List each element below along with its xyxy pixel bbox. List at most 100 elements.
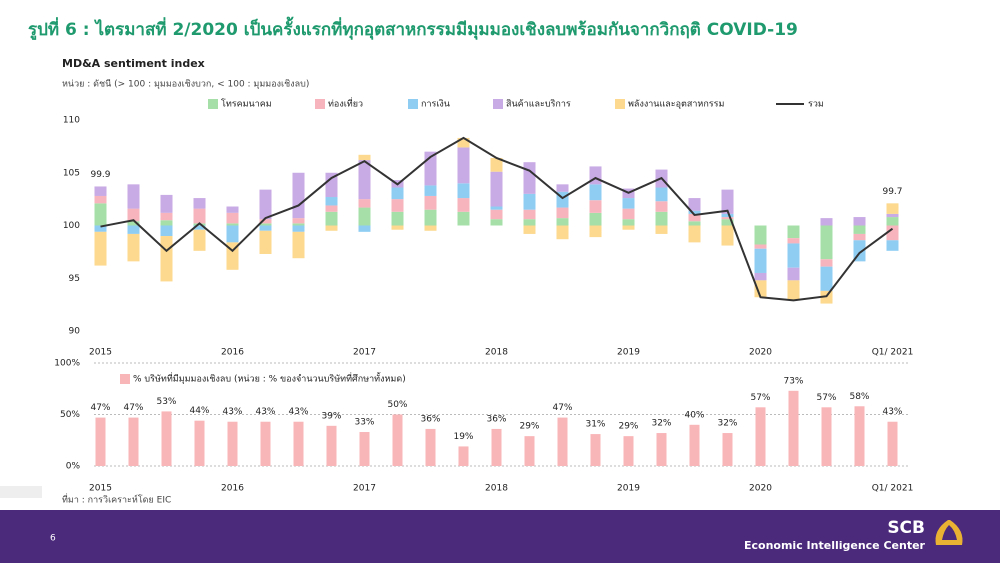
bar-segment — [820, 290, 833, 304]
bar-segment — [391, 199, 404, 212]
slide-title: รูปที่ 6 : ไตรมาสที่ 2/2020 เป็นครั้งแรก… — [28, 16, 798, 41]
bar — [359, 432, 370, 466]
bar — [854, 406, 865, 466]
y-tick-label: 0% — [66, 462, 81, 472]
legend-swatch — [208, 99, 218, 109]
x-tick-label: Q1/ 2021 — [872, 484, 914, 494]
legend-label: รวม — [808, 100, 824, 110]
bar-segment — [754, 280, 767, 298]
bar-segment — [886, 213, 899, 218]
bar-segment — [226, 225, 239, 243]
x-tick-label: 2019 — [617, 484, 640, 494]
data-label: 47% — [123, 403, 143, 413]
page-number: 6 — [50, 534, 56, 544]
y-tick-label: 105 — [63, 168, 80, 178]
bar-segment — [391, 225, 404, 230]
x-tick-label: 2015 — [89, 348, 112, 358]
bar-segment — [391, 211, 404, 226]
legend-label: % บริษัทที่มีมุมมองเชิงลบ (หน่วย : % ของ… — [133, 372, 406, 385]
bar-segment — [358, 154, 371, 161]
bar-segment — [589, 200, 602, 213]
legend-swatch — [315, 99, 325, 109]
bar-segment — [589, 184, 602, 201]
bar-segment — [622, 198, 635, 209]
legend-label: พลังงานและอุตสาหกรรม — [628, 100, 724, 110]
bar-segment — [754, 244, 767, 249]
bar-segment — [589, 225, 602, 238]
legend-label: ท่องเที่ยว — [328, 97, 363, 110]
bar-segment — [523, 209, 536, 220]
bar-segment — [424, 185, 437, 196]
bar-segment — [457, 198, 470, 212]
data-label: 32% — [651, 419, 671, 429]
bar-segment — [127, 221, 140, 226]
data-label: 99.7 — [882, 187, 902, 197]
bar-segment — [688, 221, 701, 226]
bar-segment — [292, 223, 305, 226]
x-tick-label: 2019 — [617, 348, 640, 358]
bar-segment — [160, 212, 173, 221]
bar — [623, 436, 634, 466]
y-tick-label: 50% — [60, 410, 80, 420]
bar-segment — [589, 212, 602, 226]
bar-segment — [820, 266, 833, 291]
legend-swatch — [120, 374, 130, 384]
data-label: 29% — [618, 422, 638, 432]
x-tick-label: 2016 — [221, 484, 244, 494]
bar-segment — [853, 233, 866, 241]
bar-segment — [820, 218, 833, 226]
bar-segment — [490, 219, 503, 226]
bar-segment — [556, 218, 569, 226]
x-tick-label: 2015 — [89, 484, 112, 494]
bar-segment — [424, 225, 437, 231]
brand: SCB — [887, 518, 925, 538]
x-tick-label: 2017 — [353, 348, 376, 358]
bar-segment — [127, 208, 140, 222]
bar-segment — [457, 211, 470, 226]
bar-segment — [820, 259, 833, 267]
bar-segment — [292, 218, 305, 224]
legend-swatch — [493, 99, 503, 109]
bar-segment — [358, 207, 371, 226]
bar — [755, 407, 766, 466]
y-tick-label: 100 — [63, 221, 80, 231]
bar-segment — [259, 230, 272, 254]
bar-segment — [523, 219, 536, 226]
bar — [524, 436, 535, 466]
y-tick-label: 90 — [69, 327, 81, 337]
bar-segment — [391, 187, 404, 200]
bar — [326, 425, 337, 466]
bar-segment — [622, 225, 635, 230]
data-label: 47% — [552, 403, 572, 413]
bar — [425, 428, 436, 466]
bar-segment — [622, 208, 635, 220]
legend-label: สินค้าและบริการ — [506, 99, 571, 110]
data-label: 43% — [222, 407, 242, 417]
decoration — [0, 486, 42, 498]
bar-segment — [655, 201, 668, 212]
bar-segment — [853, 217, 866, 226]
bar-segment — [160, 194, 173, 213]
bar-segment — [127, 233, 140, 262]
data-label: 50% — [387, 400, 407, 410]
data-label: 32% — [717, 419, 737, 429]
bar — [656, 433, 667, 466]
x-tick-label: Q1/ 2021 — [872, 348, 914, 358]
bar-segment — [457, 183, 470, 199]
bar-segment — [325, 172, 338, 198]
bar — [260, 421, 271, 466]
bar — [458, 446, 469, 466]
bar — [227, 421, 238, 466]
bar-segment — [556, 207, 569, 219]
data-label: 19% — [453, 432, 473, 442]
bar-segment — [193, 229, 206, 251]
bar-segment — [127, 184, 140, 209]
bar-segment — [325, 197, 338, 206]
legend-swatch — [615, 99, 625, 109]
bar — [821, 407, 832, 466]
data-label: 39% — [321, 411, 341, 421]
bar-segment — [160, 220, 173, 226]
bar-segment — [457, 147, 470, 184]
bar-segment — [523, 193, 536, 210]
